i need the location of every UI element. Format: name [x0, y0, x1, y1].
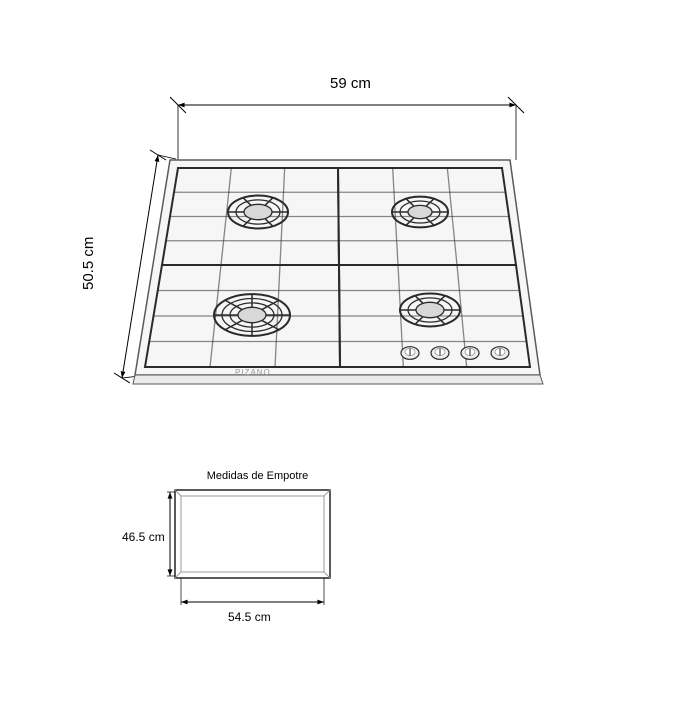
cutout-dim-bottom-label: 54.5 cm [228, 610, 271, 624]
cutout-drawing [0, 0, 675, 727]
diagram-stage: 59 cm 50.5 cm PIZANO Medidas de Empotre … [0, 0, 675, 727]
cutout-dim-left-label: 46.5 cm [122, 530, 165, 544]
